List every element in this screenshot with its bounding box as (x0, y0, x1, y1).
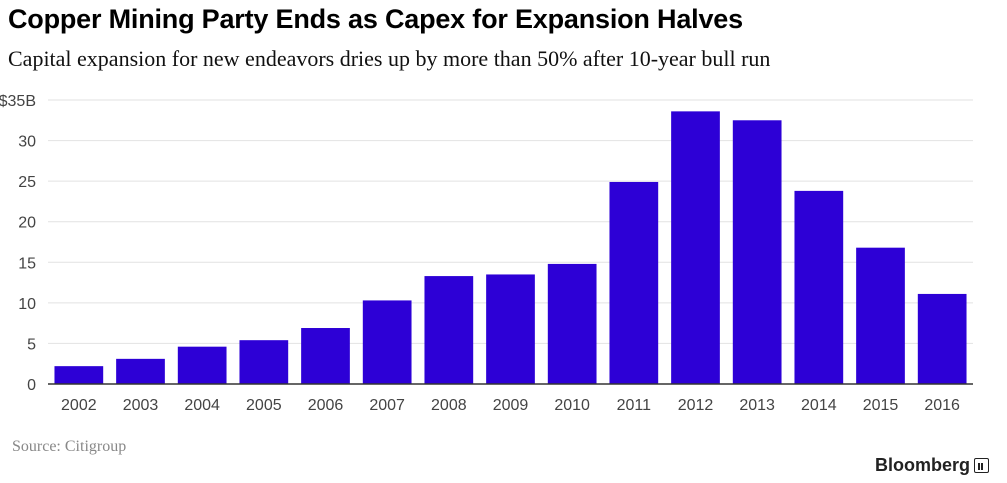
bar-2006 (301, 328, 350, 384)
bar-2015 (856, 247, 905, 384)
x-tick-label: 2013 (739, 397, 775, 414)
bloomberg-logo: Bloomberg (875, 455, 989, 476)
bar-2011 (609, 181, 659, 384)
x-tick-label: 2011 (617, 397, 652, 414)
bar-2004 (177, 346, 227, 384)
x-tick-label: 2004 (184, 397, 220, 414)
bar-2016 (917, 293, 967, 384)
brand-text: Bloomberg (874, 455, 970, 475)
x-tick-label: 2009 (493, 397, 529, 414)
bar-2014 (794, 190, 844, 384)
bar-2012 (671, 111, 720, 385)
x-tick-label: 2002 (61, 397, 97, 414)
bar-2005 (239, 340, 289, 384)
x-tick-label: 2006 (308, 397, 344, 414)
bar-2008 (424, 276, 474, 384)
x-tick-label: 2016 (924, 397, 960, 414)
bar-2003 (116, 358, 165, 384)
y-tick-label: 25 (18, 174, 36, 191)
bloomberg-chart-icon (974, 458, 989, 473)
bar-chart: 0 5 10 15 20 25 30 $35B 2002 2003 2004 2005 2006 2007… (0, 93, 973, 414)
x-tick-label: 2014 (801, 397, 837, 414)
bar-2002 (54, 366, 104, 384)
x-tick-label: 2003 (123, 397, 159, 414)
bar-2007 (362, 300, 412, 384)
chart-subtitle: Capital expansion for new endeavors drie… (8, 46, 771, 71)
bar-2009 (486, 274, 535, 384)
x-tick-label: 2015 (863, 397, 899, 414)
y-tick-label: 15 (18, 255, 36, 272)
y-tick-label: 20 (18, 215, 36, 232)
x-tick-label: 2012 (678, 397, 714, 414)
chart-title: Copper Mining Party Ends as Capex for Ex… (8, 4, 743, 34)
bar-2010 (547, 263, 597, 384)
bar-2013 (732, 120, 782, 385)
x-tick-label: 2008 (431, 397, 467, 414)
y-tick-label: 10 (18, 296, 36, 313)
bars (54, 111, 967, 385)
axes: 0 5 10 15 20 25 30 $35B 2002 2003 2004 2005 2006 2007… (0, 93, 973, 414)
y-tick-label: 5 (27, 336, 36, 353)
y-tick-label: 0 (27, 377, 36, 394)
y-tick-label: 30 (18, 134, 36, 151)
source-note: Source: Citigroup (12, 438, 127, 455)
x-tick-label: 2010 (554, 397, 590, 414)
x-tick-label: 2005 (246, 397, 282, 414)
x-tick-label: 2007 (369, 397, 405, 414)
y-tick-label: $35B (0, 93, 36, 110)
